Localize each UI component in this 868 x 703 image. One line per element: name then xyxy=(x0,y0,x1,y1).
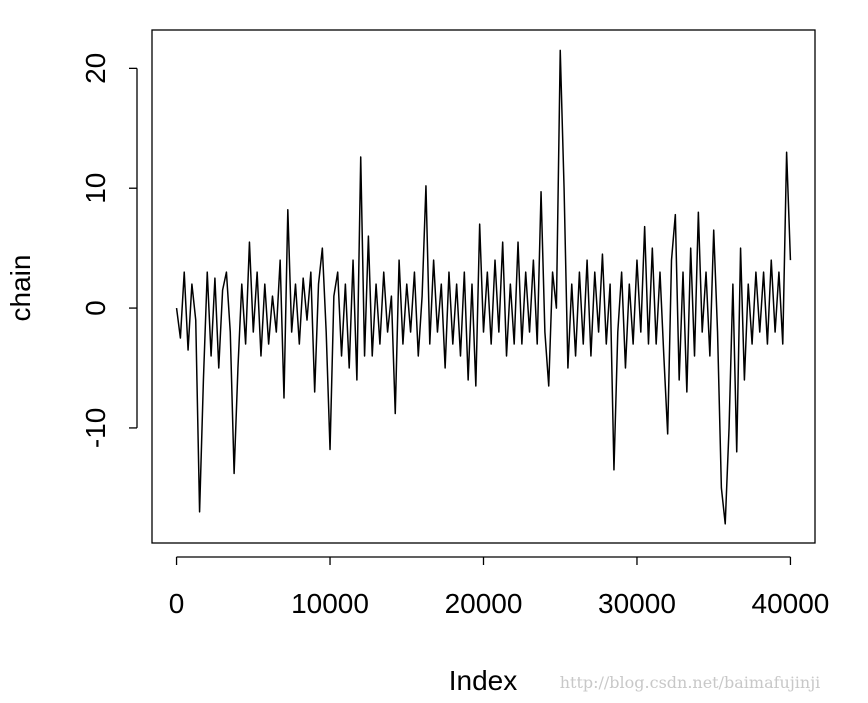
x-tick-label: 20000 xyxy=(445,588,523,619)
x-tick-label: 0 xyxy=(169,588,185,619)
x-tick-label: 30000 xyxy=(598,588,676,619)
y-axis-label: chain xyxy=(5,255,36,322)
x-axis-label: Index xyxy=(449,665,518,696)
plot-box xyxy=(151,29,816,544)
series-line xyxy=(175,49,792,525)
y-tick-label: 20 xyxy=(80,53,111,84)
x-tick-label: 40000 xyxy=(752,588,830,619)
x-tick-label: 10000 xyxy=(291,588,369,619)
watermark: http://blog.csdn.net/baimafujinji xyxy=(560,673,821,692)
y-tick-label: 10 xyxy=(80,173,111,204)
y-tick-label: 0 xyxy=(80,300,111,316)
y-tick-label: -10 xyxy=(80,408,111,448)
